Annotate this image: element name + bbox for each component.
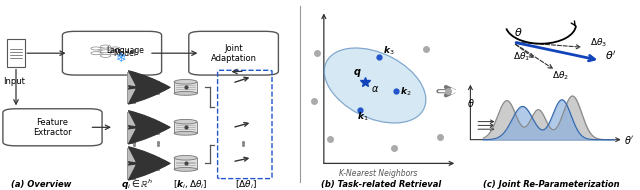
Text: $\theta$: $\theta$	[467, 97, 475, 109]
Text: Joint
Adaptation: Joint Adaptation	[211, 44, 257, 63]
Circle shape	[100, 54, 111, 57]
Text: ❄: ❄	[116, 52, 127, 65]
FancyBboxPatch shape	[152, 81, 159, 94]
FancyBboxPatch shape	[7, 39, 25, 67]
Text: $\boldsymbol{k}_2$: $\boldsymbol{k}_2$	[400, 85, 412, 97]
Text: K-Nearest Neighbors: K-Nearest Neighbors	[339, 169, 417, 178]
Text: $\boldsymbol{q}_i \in \mathbb{R}^h$: $\boldsymbol{q}_i \in \mathbb{R}^h$	[122, 177, 154, 190]
FancyBboxPatch shape	[3, 109, 102, 146]
Text: (a) Overview: (a) Overview	[12, 180, 72, 189]
Text: (b) Task-related Retrieval: (b) Task-related Retrieval	[321, 180, 441, 189]
FancyBboxPatch shape	[174, 122, 197, 133]
Circle shape	[110, 47, 120, 50]
Text: $\boldsymbol{k}_3$: $\boldsymbol{k}_3$	[383, 45, 394, 57]
Ellipse shape	[174, 168, 197, 171]
FancyBboxPatch shape	[152, 157, 159, 170]
Text: $\Delta\theta_1$: $\Delta\theta_1$	[513, 51, 531, 63]
Text: $\boldsymbol{q}$: $\boldsymbol{q}$	[353, 67, 362, 79]
FancyBboxPatch shape	[152, 121, 159, 134]
Text: $\theta'$: $\theta'$	[605, 49, 617, 62]
Circle shape	[91, 47, 101, 50]
FancyBboxPatch shape	[174, 82, 197, 93]
Text: $\theta'$: $\theta'$	[624, 134, 634, 146]
FancyBboxPatch shape	[127, 112, 135, 142]
Text: $\alpha$: $\alpha$	[371, 84, 380, 94]
Text: Language: Language	[106, 46, 144, 55]
Ellipse shape	[174, 155, 197, 160]
Text: Input: Input	[3, 77, 25, 86]
FancyBboxPatch shape	[127, 72, 135, 103]
FancyBboxPatch shape	[174, 158, 197, 169]
Text: (c) Joint Re-Parameterization: (c) Joint Re-Parameterization	[483, 180, 620, 189]
FancyBboxPatch shape	[127, 148, 135, 179]
Circle shape	[91, 52, 101, 55]
Text: Model: Model	[113, 49, 136, 58]
Ellipse shape	[174, 91, 197, 95]
Text: Feature
Extractor: Feature Extractor	[33, 118, 72, 137]
Circle shape	[110, 52, 120, 55]
Text: $[\Delta\theta_i]$: $[\Delta\theta_i]$	[236, 178, 257, 190]
Circle shape	[100, 50, 111, 53]
FancyBboxPatch shape	[189, 31, 278, 75]
FancyBboxPatch shape	[62, 31, 161, 75]
Text: $\Delta\theta_3$: $\Delta\theta_3$	[590, 37, 607, 49]
Text: $\boldsymbol{k}_1$: $\boldsymbol{k}_1$	[357, 110, 369, 123]
Text: $\theta$: $\theta$	[514, 26, 522, 39]
Text: $[\boldsymbol{k}_i, \Delta\theta_i]$: $[\boldsymbol{k}_i, \Delta\theta_i]$	[173, 178, 208, 190]
Ellipse shape	[174, 79, 197, 84]
Ellipse shape	[324, 48, 426, 123]
Ellipse shape	[174, 120, 197, 124]
Ellipse shape	[174, 131, 197, 135]
Circle shape	[100, 45, 111, 48]
Text: $\Delta\theta_2$: $\Delta\theta_2$	[552, 70, 569, 82]
